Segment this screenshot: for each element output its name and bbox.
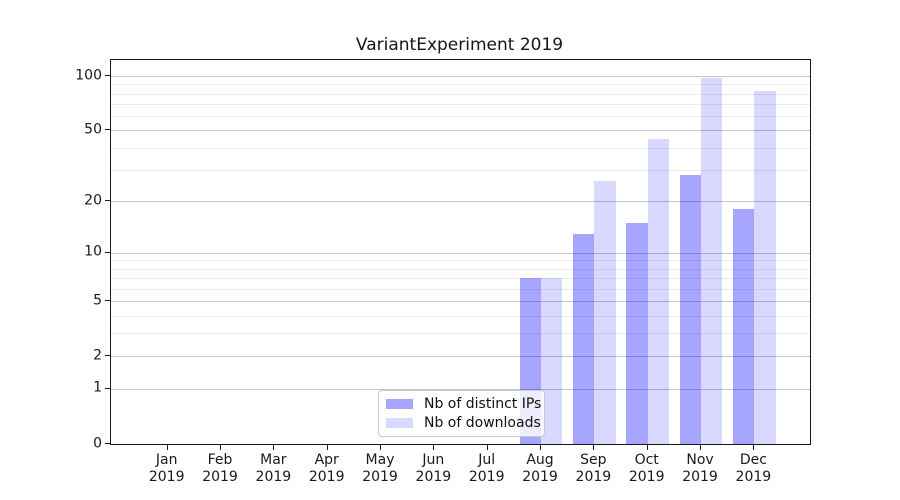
y-tick-100 bbox=[105, 75, 110, 76]
bar-nb-of-downloads-aug-2019 bbox=[541, 278, 563, 444]
gridline-minor-40 bbox=[111, 147, 810, 149]
x-tick-aug-2019 bbox=[540, 444, 542, 450]
x-tick-label-mar-2019: Mar 2019 bbox=[255, 452, 292, 485]
gridline-minor-9 bbox=[111, 260, 810, 262]
plot-area bbox=[110, 59, 811, 445]
bar-nb-of-distinct-ips-sep-2019 bbox=[573, 233, 595, 444]
y-tick-label-0: 0 bbox=[93, 435, 102, 451]
x-tick-apr-2019 bbox=[326, 444, 328, 450]
x-tick-label-may-2019: May 2019 bbox=[362, 452, 398, 485]
x-tick-oct-2019 bbox=[646, 444, 648, 450]
y-tick-0 bbox=[105, 443, 110, 444]
legend-swatch-distinct-ips-icon bbox=[386, 399, 413, 410]
legend-item-downloads: Nb of downloads bbox=[386, 415, 541, 431]
x-tick-sep-2019 bbox=[593, 444, 595, 450]
y-tick-label-50: 50 bbox=[84, 121, 102, 138]
gridline-minor-90 bbox=[111, 84, 810, 86]
y-tick-label-20: 20 bbox=[84, 192, 102, 209]
legend-swatch-downloads-icon bbox=[386, 417, 413, 428]
x-tick-jan-2019 bbox=[166, 444, 168, 450]
y-tick-5 bbox=[105, 300, 110, 301]
x-tick-label-jan-2019: Jan 2019 bbox=[148, 452, 185, 485]
gridline-minor-80 bbox=[111, 93, 810, 95]
bar-nb-of-distinct-ips-dec-2019 bbox=[733, 209, 755, 444]
gridline-major-5 bbox=[111, 301, 810, 303]
y-tick-label-10: 10 bbox=[84, 243, 102, 260]
legend-label-downloads: Nb of downloads bbox=[424, 414, 541, 431]
x-tick-label-jul-2019: Jul 2019 bbox=[468, 452, 505, 485]
x-tick-jun-2019 bbox=[433, 444, 435, 450]
y-tick-label-5: 5 bbox=[93, 292, 102, 309]
x-tick-label-feb-2019: Feb 2019 bbox=[202, 452, 238, 485]
x-tick-may-2019 bbox=[380, 444, 382, 450]
gridline-minor-8 bbox=[111, 268, 810, 270]
x-tick-label-apr-2019: Apr 2019 bbox=[308, 452, 345, 485]
gridline-minor-7 bbox=[111, 278, 810, 280]
chart-title: VariantExperiment 2019 bbox=[355, 35, 564, 55]
bar-nb-of-downloads-nov-2019 bbox=[701, 78, 723, 444]
legend-item-distinct-ips: Nb of distinct IPs bbox=[386, 396, 541, 412]
gridline-major-1 bbox=[111, 388, 810, 390]
gridline-major-10 bbox=[111, 252, 810, 254]
bar-nb-of-downloads-dec-2019 bbox=[754, 90, 776, 444]
y-tick-2 bbox=[105, 355, 110, 356]
y-tick-1 bbox=[105, 388, 110, 389]
x-tick-label-nov-2019: Nov 2019 bbox=[682, 452, 718, 485]
gridline-minor-60 bbox=[111, 116, 810, 118]
gridline-minor-3 bbox=[111, 333, 810, 335]
x-tick-label-oct-2019: Oct 2019 bbox=[628, 452, 665, 485]
x-tick-jul-2019 bbox=[486, 444, 488, 450]
bar-nb-of-downloads-oct-2019 bbox=[647, 138, 669, 444]
gridline-minor-4 bbox=[111, 315, 810, 317]
gridline-minor-6 bbox=[111, 288, 810, 290]
gridline-major-100 bbox=[111, 76, 810, 77]
x-tick-label-aug-2019: Aug 2019 bbox=[522, 452, 558, 485]
y-tick-20 bbox=[105, 200, 110, 201]
x-tick-feb-2019 bbox=[220, 444, 222, 450]
bar-nb-of-distinct-ips-oct-2019 bbox=[626, 222, 648, 444]
gridline-minor-30 bbox=[111, 170, 810, 172]
gridline-major-20 bbox=[111, 201, 810, 203]
x-tick-nov-2019 bbox=[700, 444, 702, 450]
legend-label-distinct-ips: Nb of distinct IPs bbox=[424, 396, 542, 413]
gridline-minor-70 bbox=[111, 104, 810, 106]
x-tick-label-sep-2019: Sep 2019 bbox=[575, 452, 612, 485]
gridline-major-2 bbox=[111, 356, 810, 358]
y-tick-label-100: 100 bbox=[75, 67, 102, 83]
y-tick-label-2: 2 bbox=[93, 347, 102, 364]
y-tick-label-1: 1 bbox=[93, 379, 102, 396]
gridline-major-50 bbox=[111, 130, 810, 132]
y-tick-50 bbox=[105, 129, 110, 130]
y-tick-10 bbox=[105, 252, 110, 253]
x-tick-dec-2019 bbox=[753, 444, 755, 450]
legend: Nb of distinct IPs Nb of downloads bbox=[378, 390, 545, 437]
bar-nb-of-downloads-sep-2019 bbox=[594, 181, 616, 444]
bar-nb-of-distinct-ips-nov-2019 bbox=[679, 175, 702, 444]
x-tick-mar-2019 bbox=[273, 444, 275, 450]
x-tick-label-jun-2019: Jun 2019 bbox=[415, 452, 452, 485]
x-tick-label-dec-2019: Dec 2019 bbox=[735, 452, 772, 485]
